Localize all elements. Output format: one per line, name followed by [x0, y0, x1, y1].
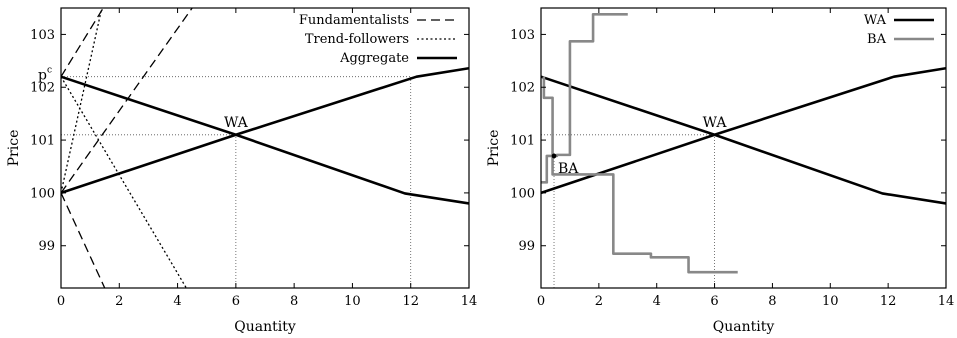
annotation-wa: WA: [703, 115, 728, 131]
x-tick-label: 12: [880, 294, 897, 309]
y-tick-label: 101: [30, 134, 55, 149]
y-tick-label: 102: [30, 81, 55, 96]
x-tick-label: 2: [115, 294, 123, 309]
y-tick-label: 103: [510, 28, 535, 43]
x-tick-label: 14: [461, 294, 478, 309]
series-aggregate-line-1: [61, 66, 469, 195]
x-tick-label: 12: [402, 294, 419, 309]
x-tick-label: 8: [290, 294, 298, 309]
series-fundamentalists-line-1: [61, 192, 106, 288]
legend-label-ba: BA: [867, 32, 887, 47]
x-tick-label: 4: [173, 294, 181, 309]
x-tick-label: 0: [57, 294, 65, 309]
series-fundamentalists-line-0: [61, 8, 104, 78]
series-fundamentalists-line-2: [61, 8, 193, 194]
x-axis-title: Quantity: [234, 319, 296, 335]
x-tick-label: 8: [768, 294, 776, 309]
series-trend-followers-line-0: [61, 76, 187, 288]
legend-label-fundamentalists: Fundamentalists: [299, 13, 409, 28]
series-wa-line-1: [541, 66, 946, 195]
x-tick-label: 10: [344, 294, 361, 309]
y-tick-label: 102: [510, 81, 535, 96]
x-tick-label: 2: [595, 294, 603, 309]
y-tick-label: 101: [510, 134, 535, 149]
ba-point-marker: [551, 153, 557, 159]
annotation-pc: pc: [38, 66, 52, 84]
plot-frame: [60, 7, 470, 289]
y-tick-label: 100: [510, 186, 535, 201]
legend-label-wa: WA: [864, 13, 887, 28]
x-tick-label: 4: [653, 294, 661, 309]
plot-frame: [540, 7, 947, 289]
x-tick-label: 6: [232, 294, 240, 309]
series-wa-line-0: [541, 75, 946, 205]
chart-panel-left: 0 2 4 6 8 10 12 14 99 100 101 102 103 Quantity Price WA…: [6, 7, 478, 335]
legend: Fundamentalists Trend-followers Aggregate: [299, 13, 457, 66]
legend-label-trend-followers: Trend-followers: [305, 32, 409, 47]
annotation-ba: BA: [558, 161, 579, 177]
series-ba-line-1: [541, 13, 628, 184]
series-layer: [541, 13, 946, 274]
y-tick-label: 99: [38, 239, 55, 254]
chart-panel-right: 0 2 4 6 8 10 12 14 99 100 101 102 103 Quantity Price WA…: [486, 7, 955, 335]
series-trend-followers-line-1: [61, 8, 103, 194]
y-axis-title: Price: [6, 130, 22, 167]
x-tick-label: 10: [822, 294, 839, 309]
x-tick-label: 14: [938, 294, 955, 309]
y-tick-label: 103: [30, 28, 55, 43]
x-tick-label: 0: [537, 294, 545, 309]
y-tick-label: 100: [30, 186, 55, 201]
legend: WA BA: [864, 13, 934, 47]
x-tick-label: 6: [710, 294, 718, 309]
series-layer: [61, 8, 469, 288]
x-axis-title: Quantity: [713, 319, 775, 335]
series-aggregate-line-0: [61, 75, 469, 205]
y-axis-title: Price: [486, 130, 502, 167]
annotation-wa: WA: [224, 115, 249, 131]
series-ba-line-0: [542, 76, 738, 274]
y-tick-label: 99: [518, 239, 535, 254]
legend-label-aggregate: Aggregate: [339, 51, 409, 66]
